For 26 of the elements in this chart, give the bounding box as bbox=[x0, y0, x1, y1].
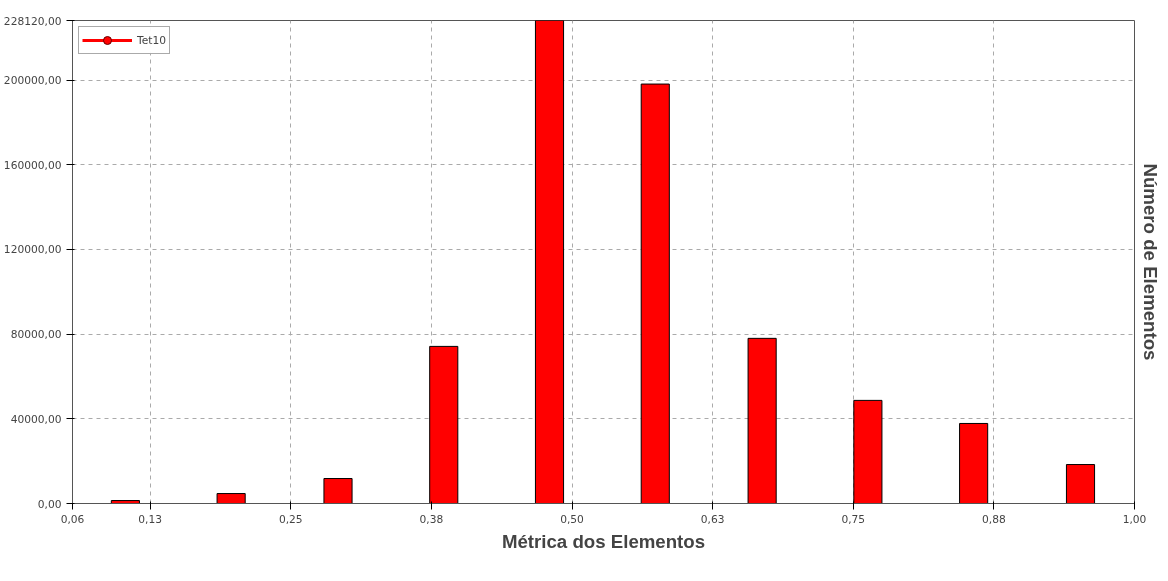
y-tick-label: 0,00 bbox=[37, 497, 62, 511]
bar bbox=[640, 83, 670, 504]
x-tick-label: 0,38 bbox=[419, 512, 444, 526]
legend-label: Tet10 bbox=[137, 33, 166, 47]
y-tick-label: 120000,00 bbox=[3, 243, 62, 257]
y-tick-label: 200000,00 bbox=[3, 74, 62, 88]
bar bbox=[534, 20, 565, 504]
y-axis-title: Número de Elementos bbox=[1139, 163, 1161, 361]
x-axis-title: Métrica dos Elementos bbox=[501, 530, 706, 552]
x-tick-label: 0,25 bbox=[278, 512, 303, 526]
x-tick-label: 0,63 bbox=[700, 512, 725, 526]
x-tick-label: 0,13 bbox=[138, 512, 162, 526]
x-tick-label: 0,88 bbox=[982, 512, 1006, 526]
x-tick-label: 0,50 bbox=[560, 512, 585, 526]
x-tick-label: 0,75 bbox=[841, 512, 866, 526]
bar bbox=[323, 478, 353, 504]
y-tick-label: 80000,00 bbox=[10, 328, 62, 342]
bar bbox=[216, 493, 246, 504]
y-tick-label: 40000,00 bbox=[10, 412, 62, 426]
x-tick-label: 1,00 bbox=[1122, 512, 1147, 526]
y-tick-label: 228120,00 bbox=[3, 14, 62, 28]
x-tick-label: 0,06 bbox=[60, 512, 85, 526]
bar bbox=[959, 422, 989, 504]
bar bbox=[1065, 464, 1096, 504]
bar bbox=[747, 337, 777, 504]
y-tick-label: 160000,00 bbox=[3, 158, 62, 172]
